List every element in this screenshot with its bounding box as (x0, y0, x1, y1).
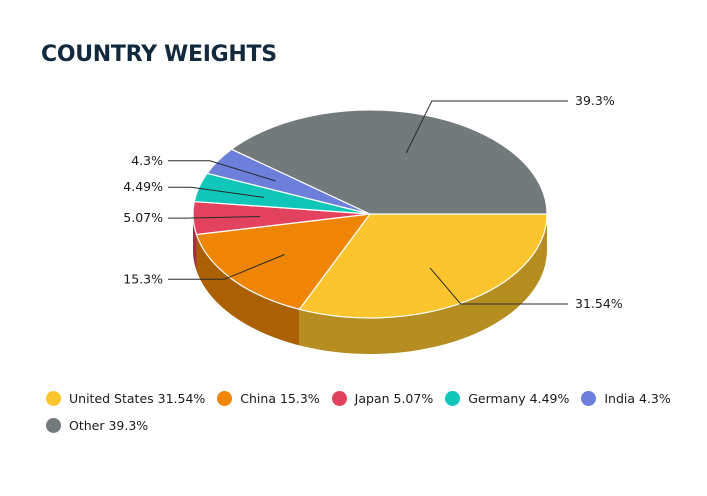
legend-item-other[interactable]: Other 39.3% (46, 418, 148, 433)
leader-line-united-states (429, 267, 568, 305)
legend-label: Japan 5.07% (354, 391, 434, 406)
leader-line-india (168, 160, 276, 182)
legend-swatch (46, 391, 61, 406)
legend-item-united-states[interactable]: United States 31.54% (46, 391, 205, 406)
pie-chart: 31.54% 15.3% 5.07% 4.49% 4.3% 39.3% (123, 93, 623, 354)
legend-swatch (46, 418, 61, 433)
data-label-china: 15.3% (123, 271, 163, 286)
legend-item-germany[interactable]: Germany 4.49% (445, 391, 569, 406)
legend-label: United States 31.54% (69, 391, 206, 406)
data-label-india: 4.3% (131, 153, 163, 168)
legend-label: India 4.3% (604, 391, 671, 406)
legend-swatch (581, 391, 597, 406)
data-label-germany: 4.49% (123, 179, 163, 194)
leader-line-germany (168, 186, 265, 198)
legend-label: Germany 4.49% (468, 391, 570, 406)
legend-swatch (445, 391, 461, 406)
leader-line-other (405, 100, 568, 154)
legend-label: Other 39.3% (69, 418, 149, 433)
data-label-other: 39.3% (575, 93, 615, 108)
pie-side-japan (193, 214, 197, 271)
data-label-japan: 5.07% (123, 210, 163, 225)
legend-swatch (331, 391, 347, 406)
legend-item-china[interactable]: China 15.3% (217, 391, 320, 406)
pie-side-united-states (299, 214, 547, 354)
legend-label: China 15.3% (240, 391, 320, 406)
data-label-united-states: 31.54% (575, 296, 623, 311)
pie-data-labels: 31.54% 15.3% 5.07% 4.49% 4.3% 39.3% (123, 93, 623, 311)
legend-swatch (217, 391, 233, 406)
pie-slice-united-states[interactable] (298, 213, 548, 319)
leader-line-china (168, 254, 285, 280)
leader-line-japan (168, 216, 261, 219)
pie-top-faces (192, 109, 548, 319)
pie-slice-china[interactable] (195, 213, 371, 310)
chart-legend: United States 31.54% China 15.3% Japan 5.0… (46, 391, 696, 433)
legend-item-japan[interactable]: Japan 5.07% (331, 391, 434, 406)
pie-slice-other[interactable] (230, 109, 548, 215)
chart-title: COUNTRY WEIGHTS (41, 42, 277, 67)
legend-item-india[interactable]: India 4.3% (581, 391, 671, 406)
